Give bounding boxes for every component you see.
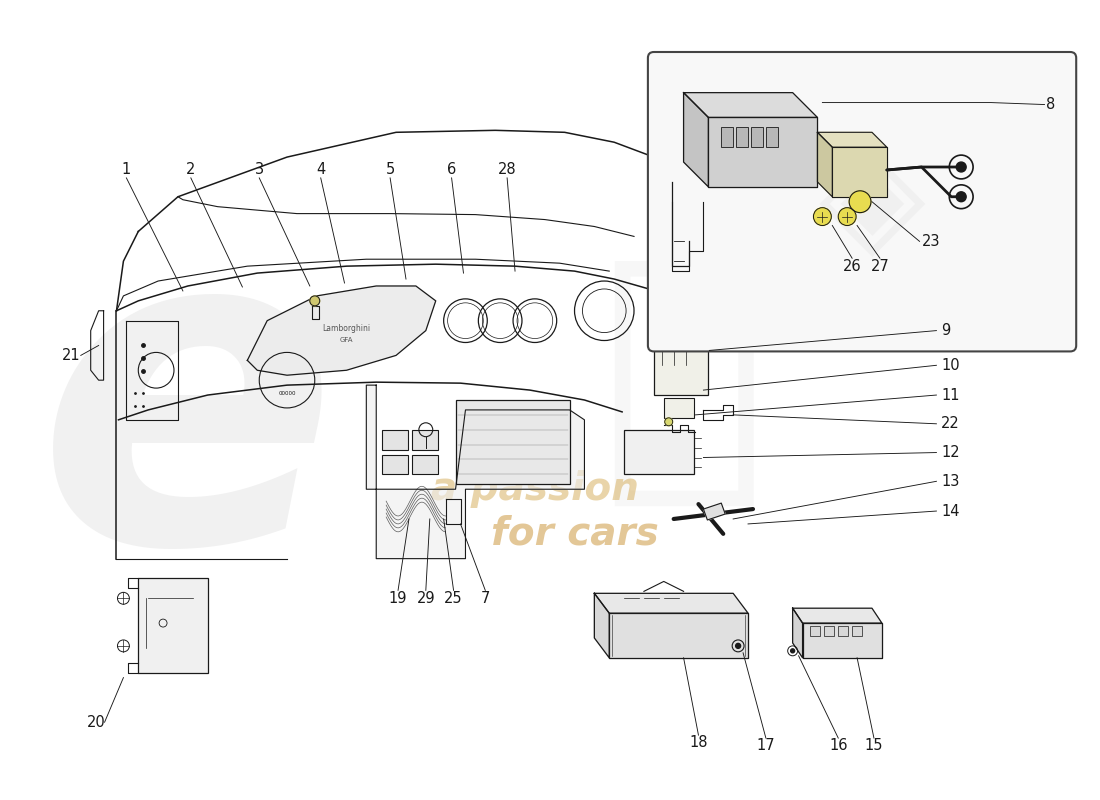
Text: ◈: ◈: [818, 134, 925, 270]
Circle shape: [664, 418, 673, 426]
Text: 3: 3: [255, 162, 264, 178]
Circle shape: [849, 191, 871, 213]
Bar: [751, 127, 763, 147]
Text: 1: 1: [122, 162, 131, 178]
Circle shape: [838, 208, 856, 226]
Bar: [824, 626, 834, 636]
Polygon shape: [594, 594, 609, 658]
Text: 29: 29: [417, 590, 436, 606]
Text: 15: 15: [865, 738, 883, 753]
Text: e: e: [37, 205, 339, 635]
Text: a passion: a passion: [431, 470, 639, 508]
Bar: [411, 454, 438, 474]
Bar: [455, 400, 570, 484]
Polygon shape: [683, 93, 708, 187]
Text: 27: 27: [870, 258, 889, 274]
Text: 28: 28: [498, 162, 516, 178]
Text: 4: 4: [316, 162, 326, 178]
Polygon shape: [703, 503, 725, 520]
Text: 22: 22: [942, 416, 960, 431]
Circle shape: [956, 162, 966, 172]
Circle shape: [310, 296, 320, 306]
Text: 18: 18: [690, 734, 707, 750]
Text: 25: 25: [444, 590, 463, 606]
Text: 19: 19: [388, 590, 407, 606]
Polygon shape: [817, 132, 887, 147]
Text: 8: 8: [1046, 97, 1055, 112]
Bar: [722, 127, 734, 147]
Text: Lamborghini: Lamborghini: [322, 323, 371, 333]
Text: 13: 13: [942, 474, 959, 489]
Bar: [139, 578, 208, 673]
Text: 12: 12: [942, 445, 960, 460]
Polygon shape: [803, 623, 882, 658]
Circle shape: [956, 192, 966, 202]
Text: 11: 11: [942, 387, 960, 402]
Text: 2: 2: [186, 162, 196, 178]
Text: for cars: for cars: [491, 515, 659, 553]
Bar: [382, 430, 408, 450]
Bar: [382, 454, 408, 474]
Text: 21: 21: [62, 348, 80, 363]
Text: 26: 26: [843, 258, 861, 274]
Polygon shape: [683, 93, 817, 118]
Text: ⟡: ⟡: [601, 245, 767, 515]
Polygon shape: [609, 613, 748, 658]
Text: 20: 20: [87, 714, 106, 730]
Text: 10: 10: [942, 358, 960, 373]
Text: 6: 6: [447, 162, 456, 178]
Bar: [624, 430, 693, 474]
Bar: [736, 127, 748, 147]
FancyBboxPatch shape: [648, 52, 1076, 351]
Text: 17: 17: [757, 738, 776, 753]
Bar: [653, 341, 708, 395]
Text: 00000: 00000: [278, 391, 296, 396]
Polygon shape: [793, 608, 803, 658]
Text: 5: 5: [385, 162, 395, 178]
Text: GFA: GFA: [340, 338, 353, 343]
Circle shape: [814, 208, 832, 226]
Bar: [811, 626, 821, 636]
Polygon shape: [793, 608, 882, 623]
Bar: [838, 626, 848, 636]
Text: 9: 9: [942, 323, 950, 338]
Polygon shape: [248, 286, 436, 375]
Text: 16: 16: [829, 738, 847, 753]
Polygon shape: [833, 147, 887, 197]
Circle shape: [736, 643, 740, 648]
Text: 14: 14: [942, 503, 960, 518]
Bar: [663, 398, 693, 418]
Polygon shape: [366, 385, 584, 558]
Polygon shape: [708, 118, 817, 187]
Bar: [852, 626, 862, 636]
Circle shape: [791, 649, 794, 653]
Text: 7: 7: [481, 590, 490, 606]
Polygon shape: [594, 594, 748, 613]
Bar: [766, 127, 778, 147]
Polygon shape: [817, 132, 833, 197]
Text: 23: 23: [922, 234, 940, 249]
Bar: [411, 430, 438, 450]
